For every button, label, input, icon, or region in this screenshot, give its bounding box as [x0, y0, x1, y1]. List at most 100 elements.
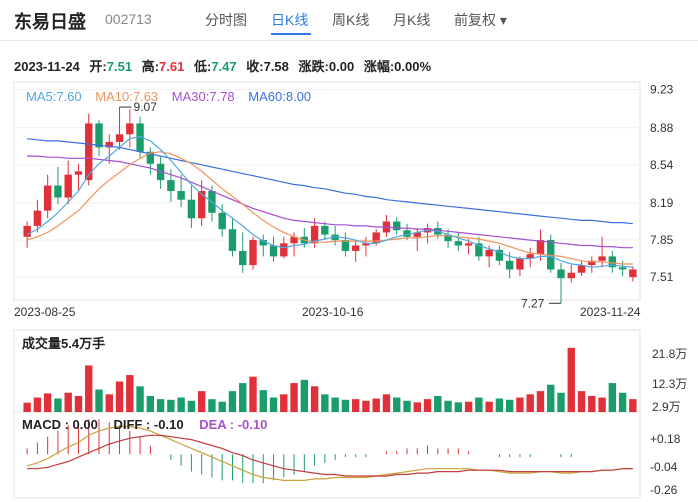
- candle-body: [629, 269, 637, 278]
- candle-body: [598, 256, 606, 261]
- candle-body: [310, 225, 319, 244]
- volume-bar: [464, 401, 473, 412]
- volume-bar: [382, 394, 391, 412]
- volume-bar: [516, 397, 524, 412]
- volume-bar: [403, 400, 411, 412]
- candle-body: [136, 123, 144, 152]
- candle-body: [290, 236, 298, 244]
- change-value: 0.00: [328, 59, 355, 74]
- candle-body: [351, 245, 360, 251]
- volume-bar: [115, 381, 124, 412]
- candle-body: [33, 210, 42, 226]
- candle-body: [341, 240, 350, 251]
- candle-body: [187, 199, 196, 219]
- volume-bar: [187, 400, 196, 412]
- high-value: 7.61: [159, 59, 185, 74]
- candle-body: [74, 171, 83, 175]
- volume-bar: [372, 398, 380, 412]
- ma30-legend: MA30:7.78: [171, 89, 235, 104]
- low-value: 7.47: [211, 59, 237, 74]
- volume-bar: [218, 401, 226, 412]
- volume-bar: [618, 392, 627, 412]
- min-annotation-label: 7.27: [521, 296, 545, 310]
- volume-bar: [423, 399, 432, 412]
- candle-body: [280, 243, 288, 257]
- open-value: 7.51: [106, 59, 133, 74]
- macd-value: MACD : 0.00: [22, 417, 98, 432]
- candle-body: [372, 232, 380, 244]
- volume-bar: [43, 393, 52, 412]
- date-tick-label: 2023-08-25: [14, 305, 76, 319]
- tab-daily-k[interactable]: 日K线: [271, 12, 309, 28]
- volume-bar: [577, 391, 586, 412]
- volume-bar: [259, 390, 267, 412]
- volume-bar: [54, 398, 62, 412]
- volume-bar: [249, 376, 257, 412]
- candle-body: [567, 272, 575, 279]
- candle-body: [485, 249, 493, 257]
- candle-body: [269, 245, 278, 257]
- volume-bar: [567, 347, 575, 412]
- candle-body: [536, 240, 545, 255]
- price-tick-label: 7.51: [650, 270, 674, 284]
- open-label: 开:: [89, 59, 107, 74]
- volume-bar: [33, 397, 42, 412]
- candle-body: [608, 256, 617, 268]
- volume-bar: [300, 379, 309, 412]
- tab-monthly-k[interactable]: 月K线: [393, 12, 431, 28]
- low-label: 低:: [193, 59, 212, 74]
- volume-bar: [95, 389, 103, 412]
- stock-name: 东易日盛: [14, 12, 86, 32]
- ma-legend: MA5:7.60 MA10:7.63 MA30:7.78 MA60:8.00: [26, 89, 321, 104]
- volume-bar: [526, 394, 534, 412]
- candle-body: [239, 250, 247, 266]
- volume-bar: [547, 384, 555, 412]
- volume-bar: [454, 402, 463, 412]
- volume-bar: [197, 391, 206, 412]
- candle-body: [516, 258, 524, 270]
- pct-value: 0.00%: [394, 59, 432, 74]
- volume-bar: [629, 399, 637, 412]
- ma10-legend: MA10:7.63: [95, 89, 159, 104]
- diff-value: DIFF : -0.10: [113, 417, 184, 432]
- candle-body: [146, 151, 155, 164]
- volume-bar: [105, 394, 113, 412]
- candle-body: [577, 265, 586, 273]
- volume-bar: [156, 399, 165, 412]
- candle-body: [321, 225, 329, 235]
- ohlc-bar: 2023-11-24 开:7.51 高:7.61 低:7.47 收:7.58 涨…: [14, 56, 437, 75]
- candle-body: [618, 267, 627, 270]
- volume-bar: [341, 399, 350, 412]
- tab-weekly-k[interactable]: 周K线: [332, 12, 370, 28]
- volume-bar: [85, 365, 93, 412]
- diff-line: [26, 425, 633, 481]
- price-panel-border: [13, 81, 641, 301]
- volume-bar: [177, 397, 185, 412]
- volume-bar: [269, 397, 278, 412]
- candle-body: [588, 260, 596, 266]
- active-tab-underline: [271, 33, 311, 35]
- volume-bar: [23, 402, 31, 412]
- macd-tick-mid: -0.04: [650, 460, 678, 474]
- candle-body: [115, 134, 124, 142]
- candle-body: [454, 241, 463, 246]
- volume-bar: [208, 399, 216, 412]
- max-annotation-label: 9.07: [134, 100, 158, 114]
- volume-bar: [608, 383, 617, 412]
- candle-body: [167, 180, 175, 191]
- volume-bar: [434, 395, 442, 412]
- candle-body: [464, 243, 473, 246]
- date-tick-label: 2023-11-24: [580, 305, 641, 319]
- candle-body: [126, 123, 134, 135]
- candle-body: [505, 260, 514, 270]
- volume-bar: [475, 397, 483, 412]
- price-tick-label: 8.54: [650, 158, 674, 172]
- adjust-dropdown[interactable]: 前复权 ▾: [454, 12, 507, 28]
- volume-bar: [505, 399, 514, 412]
- volume-bar: [126, 375, 134, 412]
- dea-value: DEA : -0.10: [199, 417, 268, 432]
- tab-intraday[interactable]: 分时图: [205, 12, 247, 28]
- candle-body: [228, 229, 237, 251]
- volume-bar: [167, 399, 175, 412]
